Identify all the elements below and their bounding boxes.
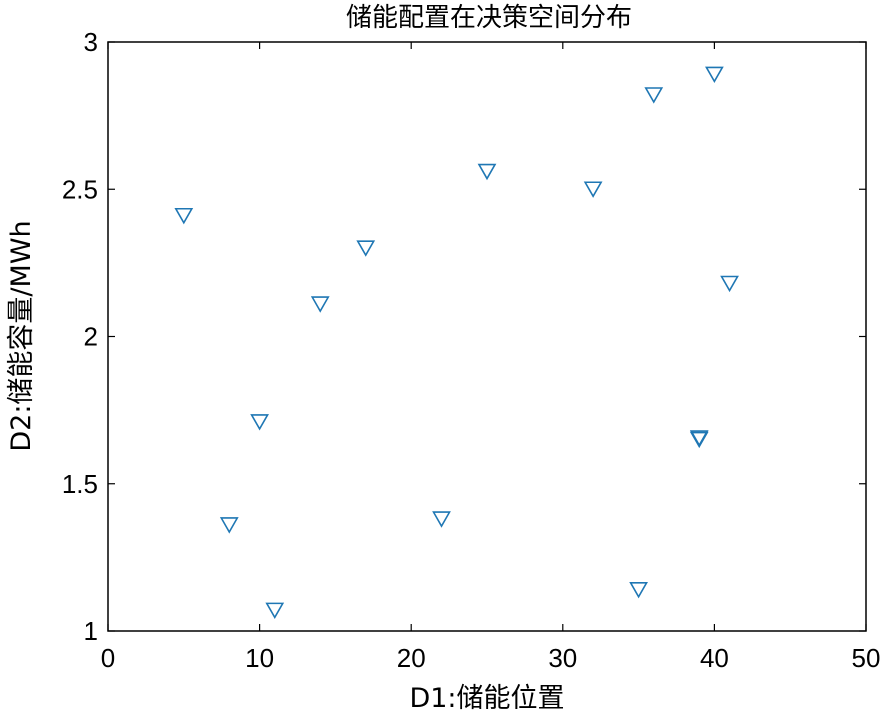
- data-point-triangle: [265, 602, 285, 619]
- y-tick-label: 1: [84, 616, 98, 646]
- chart-title: 储能配置在决策空间分布: [346, 3, 632, 33]
- data-point-triangle: [629, 581, 648, 599]
- y-tick-label: 3: [84, 27, 98, 57]
- data-point-triangle: [477, 163, 497, 181]
- y-axis-label: D2:储能容量/MWh: [6, 220, 37, 451]
- x-tick-label: 40: [700, 643, 729, 673]
- data-point-triangle: [720, 275, 739, 293]
- data-point-triangle: [356, 240, 376, 257]
- data-points: [174, 66, 739, 619]
- data-point-triangle: [250, 414, 269, 431]
- y-tick-label: 1.5: [62, 469, 98, 499]
- x-axis-label: D1:储能位置: [409, 683, 564, 714]
- data-point-triangle: [219, 517, 239, 534]
- x-tick-label: 0: [101, 643, 115, 673]
- data-point-triangle: [174, 207, 194, 225]
- data-point-triangle: [432, 511, 451, 528]
- y-tick-label: 2: [84, 322, 98, 352]
- data-point-triangle: [310, 296, 330, 313]
- data-point-triangle: [644, 87, 664, 104]
- data-point-triangle: [689, 430, 709, 447]
- data-point-triangle: [705, 66, 724, 84]
- y-tick-labels: 1 1.5 2 2.5 3: [62, 27, 98, 646]
- y-tick-label: 2.5: [62, 174, 98, 204]
- x-tick-labels: 0 10 20 30 40 50: [101, 643, 881, 673]
- x-tick-label: 10: [245, 643, 274, 673]
- data-point-triangle: [583, 181, 603, 198]
- x-tick-label: 30: [548, 643, 577, 673]
- x-tick-label: 50: [852, 643, 881, 673]
- x-tick-label: 20: [397, 643, 426, 673]
- plot-area-frame: [107, 41, 867, 632]
- axis-ticks: [107, 41, 867, 632]
